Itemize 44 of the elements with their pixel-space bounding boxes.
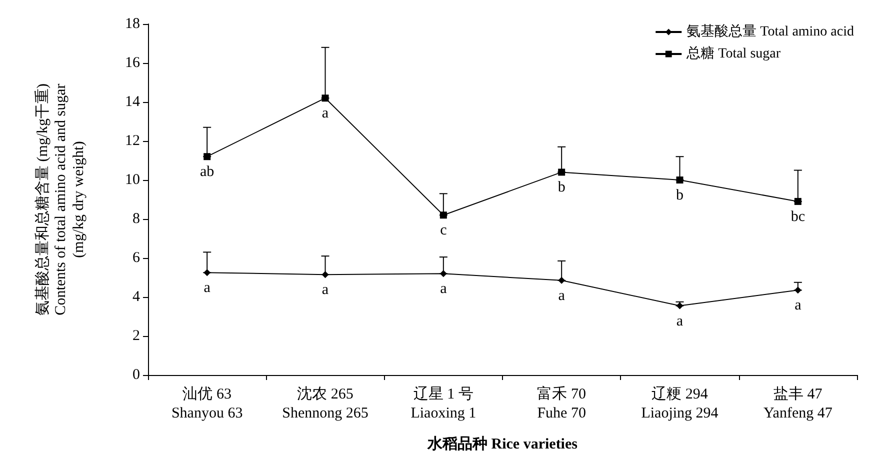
point xyxy=(204,269,211,276)
annotation: b xyxy=(676,188,684,204)
point xyxy=(204,153,211,160)
annotation: a xyxy=(676,313,684,330)
point xyxy=(322,94,329,102)
x-axis-title: 水稻品种 Rice varieties xyxy=(426,436,578,452)
x-tick-label: 辽星 1 号 Liaoxing 1 xyxy=(410,386,476,422)
y-tick-label: 0 xyxy=(132,367,140,383)
annotation: a xyxy=(440,281,448,298)
x-tick-label: 辽粳 294 Liaojing 294 xyxy=(641,386,719,422)
x-tick-label: 沈农 265 Shennong 265 xyxy=(282,386,368,422)
point xyxy=(676,176,684,184)
annotation: a xyxy=(322,106,329,122)
y-tick-label: 18 xyxy=(125,16,140,32)
y-tick-label: 6 xyxy=(132,250,140,266)
annotation: a xyxy=(322,282,329,298)
point xyxy=(440,212,447,219)
legend-label: 总糖 Total sugar xyxy=(686,46,781,62)
point xyxy=(676,302,684,310)
annotation: a xyxy=(558,288,566,304)
x-tick-label: 盐丰 47 Yanfeng 47 xyxy=(763,386,833,422)
y-tick-label: 12 xyxy=(125,133,140,149)
annotation: b xyxy=(558,180,566,196)
legend-label: 氨基酸总量 Total amino acid xyxy=(686,24,854,40)
y-tick-label: 2 xyxy=(132,328,140,344)
point xyxy=(558,168,566,176)
annotation: c xyxy=(440,222,448,239)
y-axis-title: 氨基酸总量和总糖含量 (mg/kg干重) Contents of total amino acid and sugar (mg/kg dry weight) xyxy=(34,83,87,316)
point xyxy=(440,270,447,278)
point xyxy=(794,198,802,205)
x-tick-label: 富禾 70 Fuhe 70 xyxy=(537,386,586,422)
annotation: ab xyxy=(200,164,214,180)
point xyxy=(322,271,329,278)
y-tick-label: 14 xyxy=(125,94,140,110)
annotation: a xyxy=(794,298,802,314)
y-tick-label: 8 xyxy=(132,211,140,227)
y-tick-label: 4 xyxy=(132,289,140,305)
annotation: a xyxy=(204,280,211,296)
x-tick-label: 汕优 63 Shanyou 63 xyxy=(171,386,243,422)
annotation: bc xyxy=(790,208,806,225)
point xyxy=(558,276,566,284)
y-tick-label: 16 xyxy=(125,55,140,71)
point xyxy=(794,286,802,294)
y-tick-label: 10 xyxy=(125,172,140,188)
